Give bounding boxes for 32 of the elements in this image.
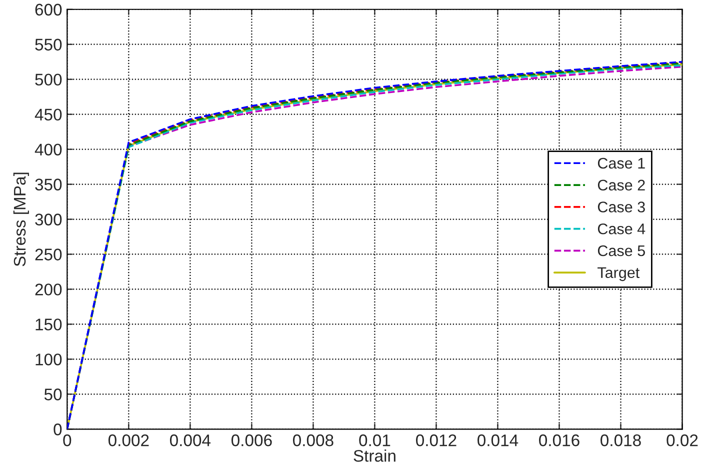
x-tick-label: 0.02 bbox=[666, 434, 698, 446]
x-tick-label: 0.012 bbox=[416, 434, 456, 446]
y-tick-label: 50 bbox=[44, 388, 62, 400]
x-tick-label: 0.018 bbox=[600, 434, 641, 446]
y-tick-label: 100 bbox=[36, 354, 62, 366]
x-tick-label: 0.002 bbox=[108, 434, 149, 446]
y-tick-label: 400 bbox=[34, 144, 62, 156]
legend-label: Case 4 bbox=[598, 223, 646, 234]
y-axis-title: Stress [MPa] bbox=[13, 172, 29, 266]
y-tick-label: 0 bbox=[54, 424, 62, 436]
y-tick-label: 450 bbox=[34, 108, 62, 121]
legend-label: Case 3 bbox=[598, 202, 645, 212]
x-tick-label: 0.016 bbox=[539, 434, 580, 446]
x-tick-label: 0.01 bbox=[359, 434, 390, 446]
y-tick-label: 350 bbox=[35, 178, 62, 190]
y-tick-label: 200 bbox=[35, 284, 62, 296]
legend-label: Case 1 bbox=[598, 158, 645, 169]
y-tick-label: 250 bbox=[35, 248, 62, 260]
legend-label: Target bbox=[598, 267, 640, 282]
y-tick-label: 300 bbox=[35, 214, 62, 226]
x-tick-label: 0.006 bbox=[231, 434, 272, 446]
y-tick-label: 150 bbox=[36, 318, 62, 330]
x-tick-label: 0 bbox=[63, 434, 72, 446]
y-tick-label: 500 bbox=[35, 74, 62, 86]
x-tick-label: 0.004 bbox=[170, 434, 211, 446]
x-tick-label: 0.014 bbox=[478, 434, 518, 446]
x-tick-label: 0.008 bbox=[293, 434, 334, 446]
legend-label: Case 5 bbox=[598, 245, 645, 256]
y-tick-label: 600 bbox=[35, 4, 62, 16]
x-axis-title: Strain bbox=[354, 450, 396, 462]
legend-label: Case 2 bbox=[598, 180, 645, 191]
y-tick-label: 550 bbox=[35, 38, 62, 51]
